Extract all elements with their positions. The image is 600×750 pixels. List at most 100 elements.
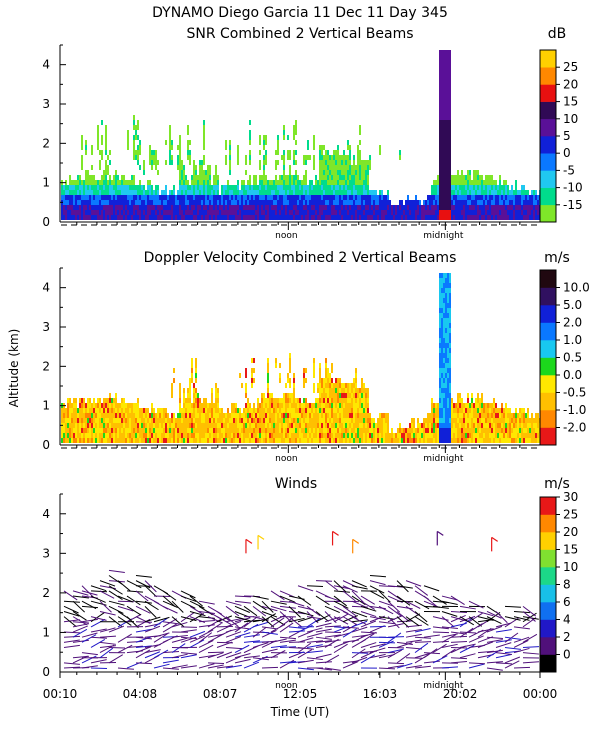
heatmap-cell bbox=[373, 195, 375, 200]
heatmap-cell bbox=[317, 438, 319, 443]
heatmap-cell bbox=[201, 423, 203, 428]
heatmap-cell bbox=[443, 110, 445, 115]
heatmap-cell bbox=[115, 433, 117, 438]
heatmap-cell bbox=[365, 195, 367, 200]
wind-barb bbox=[135, 585, 153, 587]
heatmap-cell bbox=[281, 215, 283, 220]
heatmap-cell bbox=[327, 190, 329, 195]
heatmap-cell bbox=[255, 185, 257, 190]
heatmap-cell bbox=[449, 140, 451, 145]
heatmap-cell bbox=[433, 205, 435, 210]
heatmap-cell bbox=[313, 215, 315, 220]
heatmap-cell bbox=[129, 408, 131, 413]
heatmap-cell bbox=[253, 423, 255, 428]
heatmap-cell bbox=[475, 398, 477, 403]
heatmap-cell bbox=[95, 180, 97, 185]
heatmap-cell bbox=[111, 200, 113, 205]
heatmap-cell bbox=[475, 418, 477, 423]
heatmap-cell bbox=[379, 413, 381, 418]
heatmap-cell bbox=[317, 180, 319, 185]
heatmap-cell bbox=[259, 160, 261, 165]
heatmap-cell bbox=[133, 403, 135, 408]
heatmap-cell bbox=[449, 363, 451, 368]
heatmap-cell bbox=[441, 60, 443, 65]
heatmap-cell bbox=[367, 185, 369, 190]
heatmap-cell bbox=[269, 185, 271, 190]
heatmap-cell bbox=[427, 423, 429, 428]
heatmap-cell bbox=[217, 418, 219, 423]
wind-barb bbox=[180, 595, 197, 602]
heatmap-cell bbox=[259, 210, 261, 215]
heatmap-cell bbox=[463, 428, 465, 433]
wind-barb bbox=[216, 616, 232, 625]
heatmap-cell bbox=[343, 165, 345, 170]
heatmap-cell bbox=[357, 438, 359, 443]
heatmap-cell bbox=[181, 190, 183, 195]
heatmap-cell bbox=[383, 413, 385, 418]
heatmap-cell bbox=[441, 288, 443, 293]
heatmap-cell bbox=[223, 215, 225, 220]
heatmap-cell bbox=[249, 205, 251, 210]
heatmap-cell bbox=[287, 200, 289, 205]
heatmap-cell bbox=[353, 433, 355, 438]
heatmap-cell bbox=[447, 65, 449, 70]
heatmap-cell bbox=[255, 190, 257, 195]
heatmap-cell bbox=[343, 428, 345, 433]
heatmap-cell bbox=[303, 185, 305, 190]
heatmap-cell bbox=[245, 195, 247, 200]
heatmap-cell bbox=[257, 185, 259, 190]
heatmap-cell bbox=[203, 210, 205, 215]
heatmap-cell bbox=[69, 418, 71, 423]
heatmap-cell bbox=[507, 190, 509, 195]
heatmap-cell bbox=[105, 438, 107, 443]
heatmap-cell bbox=[479, 210, 481, 215]
heatmap-cell bbox=[511, 205, 513, 210]
heatmap-cell bbox=[249, 210, 251, 215]
heatmap-cell bbox=[179, 180, 181, 185]
heatmap-cell bbox=[307, 205, 309, 210]
heatmap-cell bbox=[443, 205, 445, 210]
heatmap-cell bbox=[481, 215, 483, 220]
heatmap-cell bbox=[257, 403, 259, 408]
heatmap-cell bbox=[155, 190, 157, 195]
heatmap-cell bbox=[295, 175, 297, 180]
heatmap-cell bbox=[153, 190, 155, 195]
heatmap-cell bbox=[371, 205, 373, 210]
heatmap-cell bbox=[537, 433, 539, 438]
heatmap-cell bbox=[227, 185, 229, 190]
heatmap-cell bbox=[203, 200, 205, 205]
heatmap-cell bbox=[435, 423, 437, 428]
colorbar-tick-label: 0.5 bbox=[563, 351, 582, 365]
heatmap-cell bbox=[363, 398, 365, 403]
heatmap-cell bbox=[523, 200, 525, 205]
heatmap-cell bbox=[163, 190, 165, 195]
heatmap-cell bbox=[189, 205, 191, 210]
heatmap-cell bbox=[279, 398, 281, 403]
heatmap-cell bbox=[353, 438, 355, 443]
heatmap-cell bbox=[69, 428, 71, 433]
heatmap-cell bbox=[441, 363, 443, 368]
heatmap-cell bbox=[447, 358, 449, 363]
heatmap-cell bbox=[361, 413, 363, 418]
heatmap-cell bbox=[137, 403, 139, 408]
heatmap-cell bbox=[453, 205, 455, 210]
heatmap-cell bbox=[261, 428, 263, 433]
heatmap-cell bbox=[479, 413, 481, 418]
heatmap-cell bbox=[529, 210, 531, 215]
heatmap-cell bbox=[231, 418, 233, 423]
heatmap-cell bbox=[473, 175, 475, 180]
heatmap-cell bbox=[225, 215, 227, 220]
heatmap-cell bbox=[401, 438, 403, 443]
heatmap-cell bbox=[321, 195, 323, 200]
heatmap-cell bbox=[227, 423, 229, 428]
heatmap-cell bbox=[117, 210, 119, 215]
heatmap-cell bbox=[179, 418, 181, 423]
heatmap-cell bbox=[435, 205, 437, 210]
heatmap-cell bbox=[199, 215, 201, 220]
wind-barb bbox=[234, 658, 251, 664]
heatmap-cell bbox=[305, 378, 307, 383]
heatmap-cell bbox=[373, 423, 375, 428]
heatmap-cell bbox=[443, 438, 445, 443]
heatmap-cell bbox=[421, 215, 423, 220]
heatmap-cell bbox=[495, 215, 497, 220]
